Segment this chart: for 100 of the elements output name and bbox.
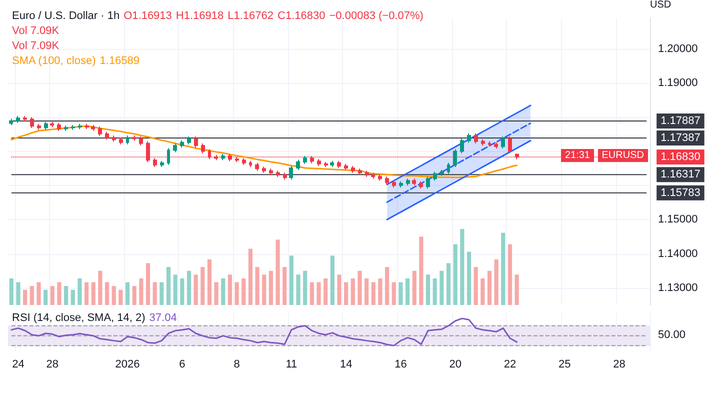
candlestick — [187, 136, 191, 145]
text: SMA (100, close) — [12, 55, 96, 67]
bar — [44, 290, 48, 305]
annotation: H1.16918 — [176, 10, 224, 22]
bar — [242, 278, 246, 305]
x-tick-label: 11 — [286, 358, 298, 370]
x-tick-label: 20 — [449, 358, 462, 370]
candlestick — [255, 162, 259, 172]
bar — [494, 259, 498, 305]
candlestick — [440, 169, 444, 176]
candlestick — [494, 142, 498, 150]
x-tick-label: 6 — [179, 358, 186, 370]
bar — [64, 286, 68, 305]
candlestick — [460, 138, 464, 154]
bar — [248, 248, 253, 305]
bar — [221, 278, 226, 305]
candlestick — [406, 178, 410, 186]
bar — [405, 278, 410, 305]
candlestick — [57, 122, 61, 132]
annotation: C1.16830 — [278, 10, 326, 22]
candlestick — [91, 124, 95, 132]
y-axis-title: USD — [650, 0, 672, 10]
bar — [180, 278, 184, 305]
bar — [344, 282, 348, 305]
bar — [364, 278, 369, 305]
candlestick — [426, 176, 430, 189]
bar — [194, 274, 198, 305]
candlestick — [78, 123, 82, 130]
candlestick — [167, 148, 170, 166]
chart-title: Euro / U.S. Dollar · 1h — [12, 10, 120, 22]
candlestick — [344, 163, 348, 171]
bar — [282, 267, 287, 305]
bar — [289, 256, 294, 305]
candlestick — [324, 161, 328, 168]
annotation: EURUSD — [598, 149, 648, 162]
candlestick — [132, 135, 136, 142]
bar — [78, 278, 82, 305]
candlestick — [296, 159, 300, 171]
bar — [186, 270, 192, 305]
candlestick — [98, 126, 102, 136]
x-tick-label: 16 — [394, 358, 407, 370]
candlestick — [173, 142, 177, 153]
candlestick — [501, 136, 505, 150]
candlestick — [269, 168, 273, 176]
candlestick — [37, 123, 41, 130]
annotation: Vol 7.09K — [12, 40, 60, 52]
bar — [57, 282, 62, 305]
bar — [460, 229, 464, 305]
bar — [160, 282, 164, 305]
bar — [358, 270, 362, 305]
candlestick — [105, 131, 109, 140]
annotation: 21:31 — [560, 149, 594, 162]
bar — [392, 282, 396, 305]
bar — [70, 290, 75, 305]
candlestick — [365, 170, 369, 178]
bar — [112, 286, 116, 305]
bar — [146, 263, 150, 305]
y-tick-label: 1.20000 — [658, 42, 698, 55]
line-series — [10, 125, 518, 178]
candlestick — [330, 160, 334, 168]
candlestick — [30, 116, 34, 129]
bar — [385, 267, 390, 305]
candlestick — [221, 153, 225, 161]
bar — [480, 278, 485, 305]
annotation: L1.16762 — [228, 10, 274, 22]
bar — [84, 282, 89, 305]
candlestick — [447, 162, 450, 174]
candlestick — [412, 178, 416, 186]
bar — [125, 282, 130, 305]
candlestick — [85, 123, 89, 130]
bar — [262, 274, 266, 305]
y-tick-label: 1.15000 — [658, 214, 698, 226]
x-tick-label: 8 — [234, 358, 240, 370]
candlestick — [126, 135, 129, 145]
bar — [9, 278, 14, 305]
bar — [371, 282, 376, 305]
candlestick — [481, 138, 485, 146]
bar — [310, 282, 314, 305]
candlestick — [262, 166, 266, 174]
candlestick — [71, 124, 75, 130]
bar — [30, 286, 34, 305]
candlestick — [419, 180, 423, 189]
bar — [152, 282, 157, 305]
bar — [16, 282, 20, 305]
bar — [440, 270, 444, 305]
candlestick — [64, 125, 68, 132]
ref-line-label: 1.17387 — [660, 132, 700, 144]
bar — [474, 267, 478, 305]
annotation: 1.16589 — [100, 55, 140, 67]
candlestick — [358, 168, 362, 176]
candlestick — [289, 165, 293, 180]
candlestick — [474, 132, 478, 144]
bar — [446, 263, 451, 305]
candlestick — [467, 132, 471, 144]
bar — [337, 274, 342, 305]
candlestick — [180, 140, 184, 148]
candlestick — [9, 118, 13, 126]
x-tick-label: 22 — [504, 358, 516, 370]
bar — [207, 259, 212, 305]
ref-line-label: 1.17887 — [660, 114, 700, 127]
